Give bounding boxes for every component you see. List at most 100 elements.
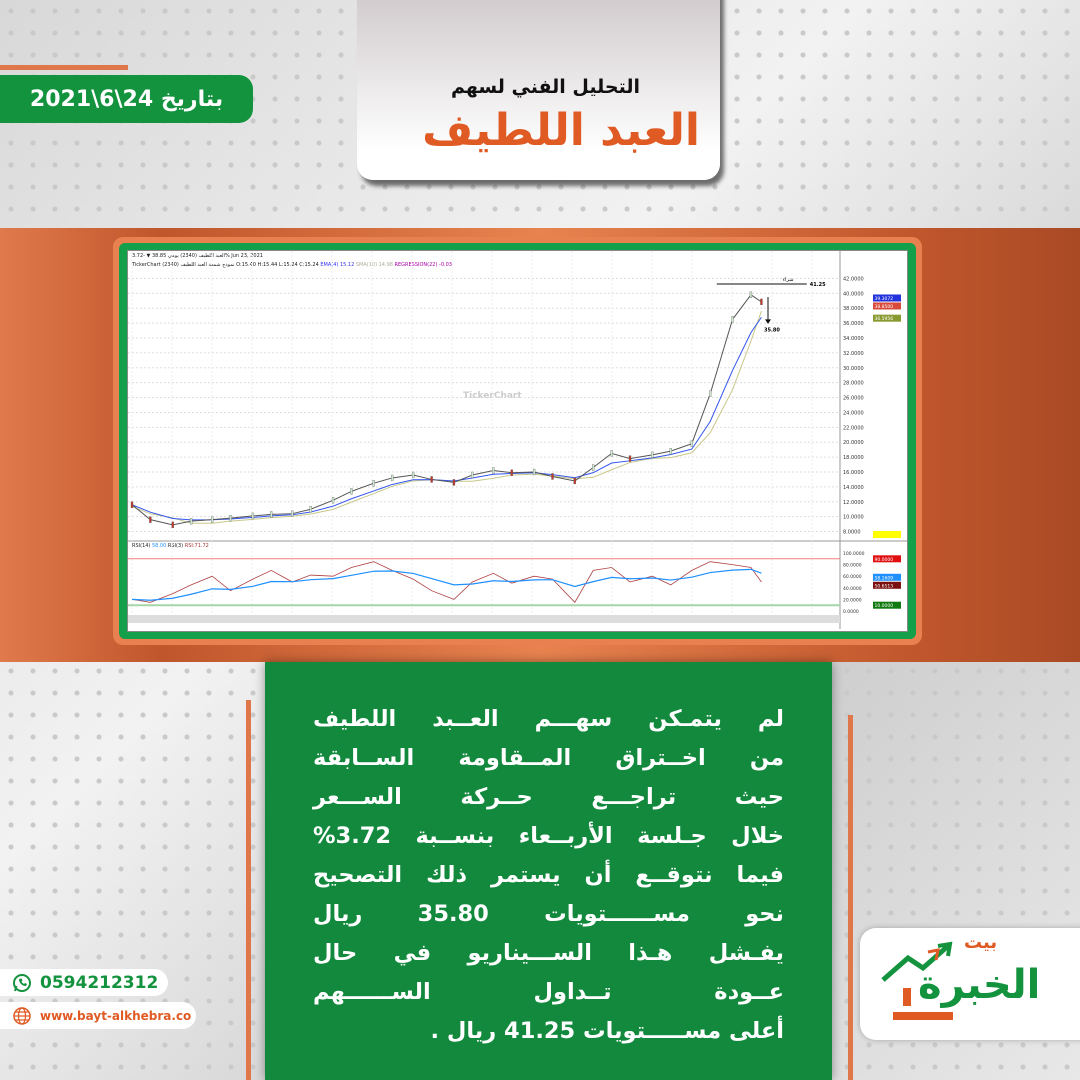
phone-number: 0594212312	[40, 972, 159, 993]
candle	[229, 515, 232, 522]
price-tag	[873, 302, 901, 310]
candle	[532, 468, 536, 476]
analysis-line: أعلى مســـــتويات 41.25 ريال .	[430, 1018, 784, 1044]
candle	[760, 298, 763, 306]
candle	[130, 501, 134, 508]
candle	[551, 473, 554, 480]
target-arrowhead	[765, 319, 772, 324]
chart-svg: 42.0000 40.0000 38.0000 36.0000 34.0000 32.00…	[128, 251, 907, 629]
rsi-tag	[873, 573, 901, 581]
chart-header-line1: العبد اللطيف (2340) يومي 38.85 ▼ -3.72% …	[132, 253, 263, 259]
candle	[149, 516, 152, 523]
candle	[251, 512, 255, 520]
rsi-label: RSI(14)	[132, 543, 151, 549]
y-tick-label: 42.0000	[843, 276, 864, 282]
y-tick-label: 26.0000	[843, 396, 864, 402]
candle	[430, 476, 433, 483]
candle	[291, 510, 294, 517]
candle	[211, 516, 214, 523]
analysis-line: خلال جـلسة الأربــعاء بنســبة 3.72%	[313, 823, 784, 849]
page-subtitle: التحليل الفني لسهم	[450, 76, 640, 98]
y-tick-label: 38.0000	[843, 306, 864, 312]
chart-frame: العبد اللطيف (2340) يومي 38.85 ▼ -3.72% …	[113, 237, 922, 645]
candle	[452, 479, 456, 486]
analysis-text-panel: لم يتمـكن سهـــم العــبد اللطيف من اخــت…	[265, 662, 832, 1080]
target-label: 35.80	[764, 328, 780, 334]
brand-logo: بيت الخبرة	[860, 928, 1080, 1040]
y-tick-label: 24.0000	[843, 410, 864, 416]
phone-contact[interactable]: 0594212312	[0, 969, 168, 996]
candle	[171, 521, 174, 529]
candle	[610, 450, 613, 457]
sma-line	[131, 310, 762, 524]
y-tick-label: 16.0000	[843, 470, 864, 476]
candle	[372, 480, 375, 487]
website-url: www.bayt-alkhebra.co	[40, 1008, 192, 1023]
analysis-line: حيث تراجـــع حــركة الســـعر	[313, 784, 784, 810]
candle	[749, 291, 753, 298]
candle	[350, 488, 353, 495]
y-tick-label: 22.0000	[843, 425, 864, 431]
y-tick-label: 12.0000	[843, 500, 864, 506]
candle	[592, 464, 595, 471]
analysis-line: نحو مســــــتويات 35.80 ريال	[313, 901, 784, 927]
analysis-line: لم يتمـكن سهـــم العــبد اللطيف	[313, 706, 784, 732]
rsi2-label: RSI(3)	[167, 543, 184, 549]
y-tick-label: 20.0000	[843, 440, 864, 446]
logo-text-top: بيت	[964, 932, 998, 953]
rsi-tag	[873, 581, 901, 589]
rsi-tag-label: 50.6513	[875, 583, 894, 589]
price-tag-label: 36.5956	[875, 316, 894, 322]
title-card: التحليل الفني لسهم العبد اللطيف	[357, 0, 720, 180]
ohlc-text: TickerChart نموذج شمعة العبد اللطيف (234…	[132, 262, 319, 268]
price-tag	[873, 314, 901, 322]
rsi-tag	[873, 601, 901, 609]
y-tick-label: 30.0000	[843, 366, 864, 372]
date-text: بتاريخ 24\6\2021	[29, 86, 224, 112]
rsi-tick-label: 100.0000	[843, 551, 865, 557]
rsi2-value: RSI:71.72	[184, 543, 209, 549]
page-title: العبد اللطيف	[422, 105, 701, 156]
rsi-tick-label: 60.0000	[843, 574, 862, 580]
y-tick-label: 40.0000	[843, 291, 864, 297]
candle	[709, 390, 712, 397]
candle	[471, 471, 474, 479]
analysis-line: فيما نتوقــع أن يستمر ذلك التصحيح	[313, 862, 784, 888]
website-link[interactable]: www.bayt-alkhebra.co	[0, 1002, 196, 1029]
x-axis	[128, 615, 840, 623]
y-tick-label: 14.0000	[843, 485, 864, 491]
candle	[309, 506, 312, 513]
resistance-tag: شراء	[783, 277, 794, 283]
candle	[690, 440, 693, 447]
candle	[573, 477, 576, 485]
logo-text-main: الخبرة	[918, 962, 1041, 1008]
rsi-value: 58.00	[151, 543, 167, 549]
y-tick-label: 28.0000	[843, 381, 864, 387]
sma-label: SMA(10) 14.98	[355, 262, 393, 268]
whatsapp-icon	[13, 973, 31, 992]
candle	[270, 511, 273, 518]
price-tag-label: 38.8500	[875, 304, 894, 310]
rsi-tick-label: 40.0000	[843, 586, 862, 592]
price-line	[131, 294, 762, 526]
candle	[651, 451, 654, 459]
price-tag	[873, 294, 901, 302]
rsi-tick-label: 0.0000	[843, 609, 859, 615]
y-tick-label: 32.0000	[843, 351, 864, 357]
y-tick-label: 18.0000	[843, 455, 864, 461]
decor-line-left	[246, 700, 251, 1080]
globe-icon	[13, 1006, 31, 1025]
stock-chart: العبد اللطيف (2340) يومي 38.85 ▼ -3.72% …	[127, 250, 908, 632]
resistance-label: 41.25	[810, 282, 826, 288]
analysis-line: من اخــتراق المــقاومة الســابقة	[313, 745, 784, 771]
date-badge: بتاريخ 24\6\2021	[0, 75, 253, 123]
candle	[391, 474, 394, 482]
rsi-tag	[873, 555, 901, 563]
rsi-header: RSI(14) 58.00 RSI(3) RSI:71.72	[132, 543, 209, 549]
decor-line-right	[848, 715, 853, 1080]
ema-line	[131, 316, 762, 521]
rsi-tag-label: 58.1609	[875, 575, 894, 581]
candle	[331, 497, 335, 504]
rsi-fast-line	[131, 561, 762, 603]
candle	[412, 471, 415, 479]
